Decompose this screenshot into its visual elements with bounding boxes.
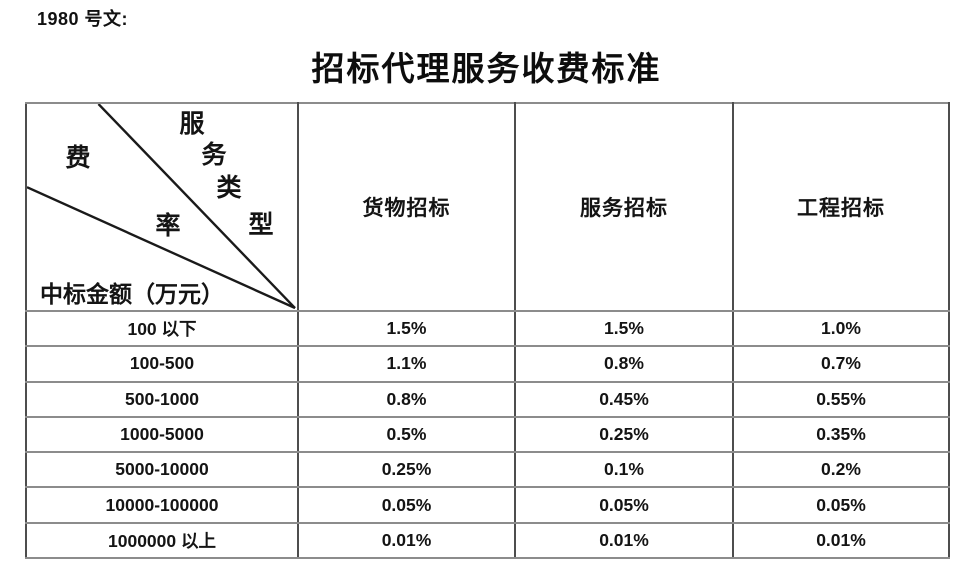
row-label-cell: 1000000 以上: [25, 521, 299, 560]
row-label-cell: 100 以下: [25, 309, 299, 348]
doc-number-label: 1980 号文:: [37, 9, 129, 29]
rate-value-cell: 0.8%: [514, 345, 734, 383]
table-row: 10000-100000 0.05% 0.05% 0.05%: [25, 486, 950, 524]
table-row: 100-500 1.1% 0.8% 0.7%: [25, 345, 950, 383]
page-title: 招标代理服务收费标准: [311, 52, 662, 88]
row-label-cell: 500-1000: [25, 380, 299, 418]
column-header-service: 服务招标: [514, 102, 734, 312]
corner-row-header-label: 中标金额（万元）: [40, 282, 224, 307]
corner-char-service-type: 型: [248, 212, 274, 239]
row-label-cell: 100-500: [25, 345, 299, 383]
rate-value-cell: 0.1%: [514, 451, 734, 489]
rate-value-cell: 0.05%: [514, 486, 734, 524]
table-row: 500-1000 0.8% 0.45% 0.55%: [25, 380, 950, 418]
rate-value-cell: 0.01%: [732, 521, 950, 560]
column-header-goods: 货物招标: [297, 102, 516, 312]
row-label-cell: 1000-5000: [25, 415, 299, 454]
row-label-cell: 10000-100000: [25, 486, 299, 524]
corner-char-service-type: 服: [179, 111, 205, 138]
rate-value-cell: 1.0%: [732, 309, 950, 348]
rate-value-cell: 1.5%: [514, 309, 734, 348]
diagonal-header-cell: 服 务 类 型 费 率 中标金额（万元）: [25, 102, 299, 312]
corner-char-service-type: 务: [201, 142, 227, 169]
table-row: 5000-10000 0.25% 0.1% 0.2%: [25, 451, 950, 489]
rate-value-cell: 0.25%: [297, 451, 516, 489]
table-row: 1000-5000 0.5% 0.25% 0.35%: [25, 415, 950, 454]
rate-value-cell: 0.45%: [514, 380, 734, 418]
rate-value-cell: 0.05%: [732, 486, 950, 524]
corner-char-service-type: 类: [216, 175, 242, 202]
rate-value-cell: 0.05%: [297, 486, 516, 524]
column-header-engineering: 工程招标: [732, 102, 950, 312]
diagonal-divider-lines: [27, 104, 296, 310]
row-label-cell: 5000-10000: [25, 451, 299, 489]
fee-standard-table: 服 务 类 型 费 率 中标金额（万元） 货物招标 服务招标 工程招标 100 …: [25, 102, 950, 560]
rate-value-cell: 0.35%: [732, 415, 950, 454]
rate-value-cell: 1.1%: [297, 345, 516, 383]
corner-char-fee-rate: 率: [155, 213, 181, 240]
table-row: 1000000 以上 0.01% 0.01% 0.01%: [25, 521, 950, 560]
rate-value-cell: 0.25%: [514, 415, 734, 454]
rate-value-cell: 0.01%: [514, 521, 734, 560]
table-header-row: 服 务 类 型 费 率 中标金额（万元） 货物招标 服务招标 工程招标: [25, 102, 950, 312]
rate-value-cell: 0.55%: [732, 380, 950, 418]
rate-value-cell: 0.01%: [297, 521, 516, 560]
rate-value-cell: 0.8%: [297, 380, 516, 418]
rate-value-cell: 1.5%: [297, 309, 516, 348]
corner-char-fee-rate: 费: [65, 145, 91, 172]
rate-value-cell: 0.5%: [297, 415, 516, 454]
rate-value-cell: 0.2%: [732, 451, 950, 489]
rate-value-cell: 0.7%: [732, 345, 950, 383]
table-row: 100 以下 1.5% 1.5% 1.0%: [25, 309, 950, 348]
